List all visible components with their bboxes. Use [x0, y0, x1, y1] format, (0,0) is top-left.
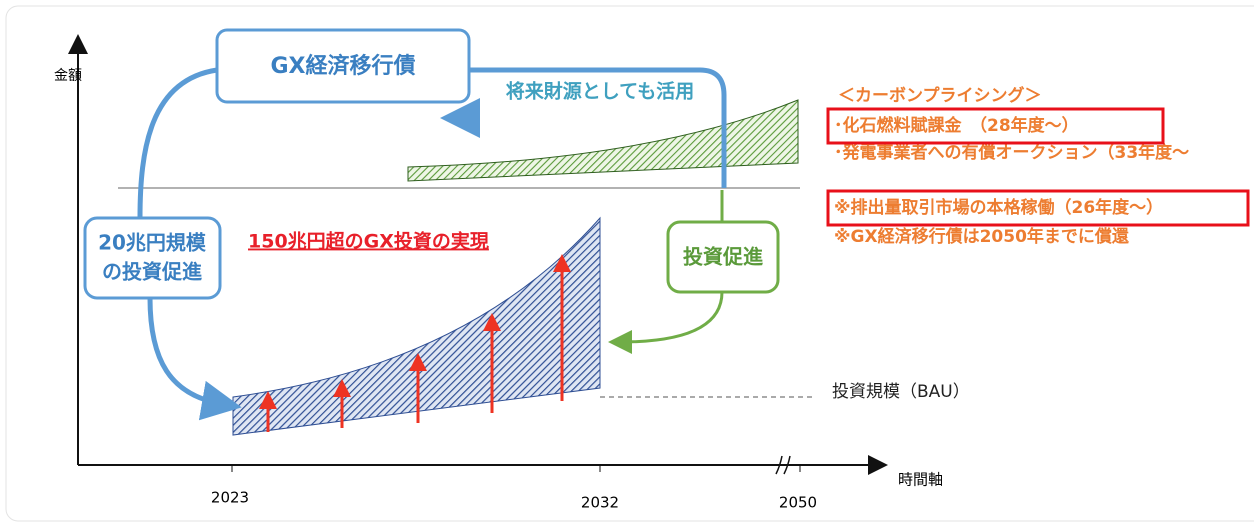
x-tick: 2032 [581, 494, 619, 512]
x-axis-label: 時間軸 [898, 471, 943, 489]
promotion-box [666, 220, 780, 294]
cp-item: ※排出量取引市場の本格稼働（26年度～） [834, 197, 1163, 218]
flow [469, 67, 727, 188]
pricing-area [407, 99, 799, 182]
x-tick: 2023 [211, 489, 249, 507]
highlight [826, 189, 1250, 227]
flow [608, 291, 724, 354]
scale-box [83, 216, 222, 300]
cp-item: ･発電事業者への有償オークション（33年度～ [834, 142, 1189, 163]
highlight [826, 107, 1165, 145]
axis-break [775, 455, 791, 475]
y-axis-label: 金額 [54, 68, 82, 84]
cp-item: ※GX経済移行債は2050年までに償還 [834, 226, 1130, 247]
bau-label: 投資規模（BAU） [832, 382, 970, 402]
investment-total: 150兆円超のGX投資の実現 [248, 230, 489, 253]
cp-item: ･化石燃料賦課金 （28年度～） [834, 115, 1079, 136]
scale-label: 20兆円規模 [98, 231, 207, 255]
flow [137, 67, 218, 219]
investment-area [232, 216, 601, 436]
bond-label: GX経済移行債 [270, 53, 415, 79]
x-tick: 2050 [779, 494, 817, 512]
future-funding: 将来財源としても活用 [506, 80, 694, 103]
scale-label: の投資促進 [102, 260, 202, 284]
growth-arrows [259, 254, 571, 432]
bond-box [215, 28, 471, 104]
promotion-label: 投資促進 [683, 245, 763, 269]
cp-heading: ＜カーボンプライシング＞ [838, 85, 1042, 106]
flow [147, 297, 242, 421]
